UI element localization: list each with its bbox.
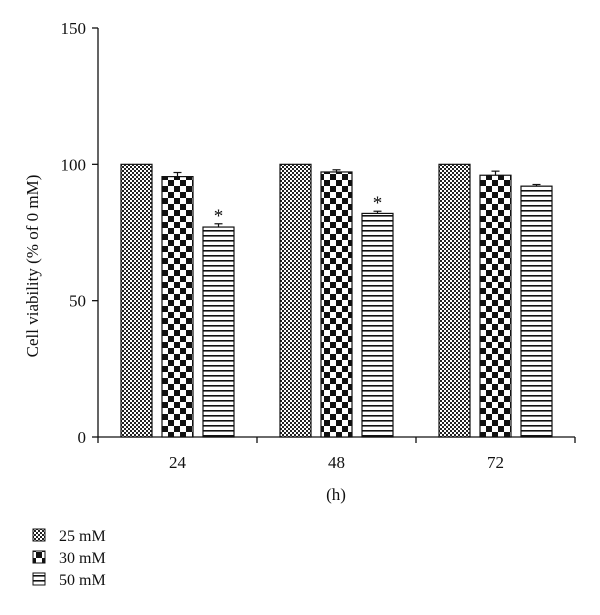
y-tick-label: 100 [61, 155, 87, 174]
significance-mark: * [214, 206, 224, 227]
bars: ** [120, 163, 553, 438]
significance-mark: * [373, 193, 383, 214]
bar-coarse-checker [320, 171, 353, 438]
legend-swatch [32, 528, 46, 542]
bar-horizontal-stripes [520, 185, 553, 438]
legend-item: 50 mM [32, 572, 106, 589]
legend-swatch [32, 572, 46, 586]
legend-item: 30 mM [32, 550, 106, 567]
bar-fine-checker [279, 163, 312, 438]
y-ticks: 0 50 100 150 [61, 19, 98, 447]
bar-coarse-checker [479, 174, 512, 438]
bar-horizontal-stripes [361, 212, 394, 438]
legend-label: 25 mM [59, 528, 106, 545]
legend-swatch [32, 550, 46, 564]
x-ticks: 24 48 72 [97, 437, 576, 472]
y-tick-label: 150 [61, 19, 87, 38]
y-tick-label: 0 [78, 428, 87, 447]
bar-coarse-checker [161, 176, 194, 438]
legend-label: 30 mM [59, 550, 106, 567]
x-tick-label: 48 [328, 453, 345, 472]
y-tick-label: 50 [69, 292, 86, 311]
x-tick-label: 24 [169, 453, 187, 472]
bar-fine-checker [438, 163, 471, 438]
legend-item: 25 mM [32, 528, 106, 545]
legend: 25 mM 30 mM 50 mM [32, 528, 106, 589]
bar-horizontal-stripes [202, 226, 235, 438]
bar-fine-checker [120, 163, 153, 438]
x-tick-label: 72 [487, 453, 504, 472]
y-axis-title: Cell viability (% of 0 mM) [23, 175, 42, 358]
x-axis-title: (h) [326, 485, 346, 504]
legend-label: 50 mM [59, 572, 106, 589]
